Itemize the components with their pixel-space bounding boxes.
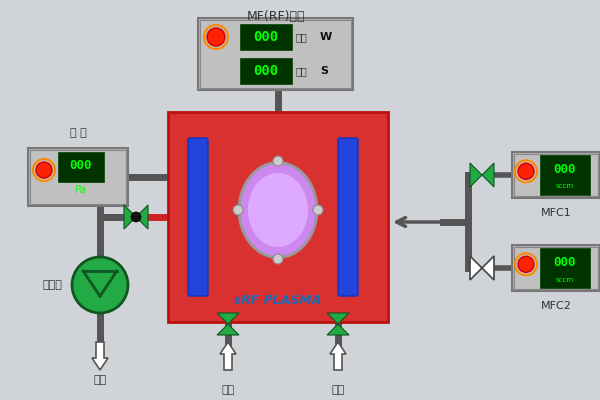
- FancyBboxPatch shape: [512, 152, 600, 198]
- Text: 功率: 功率: [296, 32, 308, 42]
- Circle shape: [313, 205, 323, 215]
- FancyBboxPatch shape: [540, 248, 590, 288]
- FancyBboxPatch shape: [240, 24, 292, 50]
- Circle shape: [233, 205, 243, 215]
- Text: S: S: [320, 66, 328, 76]
- Text: ɛRF PLASMA: ɛRF PLASMA: [235, 294, 322, 306]
- Circle shape: [273, 156, 283, 166]
- Text: 000: 000: [253, 30, 278, 44]
- Ellipse shape: [239, 162, 317, 258]
- FancyBboxPatch shape: [168, 112, 388, 322]
- FancyBboxPatch shape: [28, 148, 128, 206]
- Polygon shape: [220, 342, 236, 370]
- Polygon shape: [482, 256, 494, 280]
- FancyBboxPatch shape: [338, 138, 358, 296]
- Polygon shape: [330, 342, 346, 370]
- FancyBboxPatch shape: [240, 58, 292, 84]
- Polygon shape: [217, 324, 239, 335]
- Circle shape: [72, 257, 128, 313]
- Circle shape: [518, 256, 534, 272]
- Text: 大气: 大气: [221, 385, 235, 395]
- FancyBboxPatch shape: [512, 245, 600, 291]
- Text: MFC1: MFC1: [541, 208, 571, 218]
- Polygon shape: [327, 313, 349, 324]
- Text: 000: 000: [253, 64, 278, 78]
- Text: 大气: 大气: [94, 375, 107, 385]
- Polygon shape: [136, 205, 148, 229]
- Circle shape: [273, 254, 283, 264]
- FancyBboxPatch shape: [30, 150, 126, 204]
- Text: 000: 000: [70, 159, 92, 172]
- Polygon shape: [470, 256, 482, 280]
- Polygon shape: [124, 205, 136, 229]
- Circle shape: [36, 162, 52, 178]
- Text: MF(RF)电源: MF(RF)电源: [246, 10, 305, 23]
- Text: 真空泵: 真空泵: [42, 280, 62, 290]
- FancyBboxPatch shape: [514, 247, 598, 289]
- Circle shape: [207, 28, 225, 46]
- FancyBboxPatch shape: [200, 20, 351, 88]
- Text: sccm: sccm: [556, 276, 574, 282]
- FancyBboxPatch shape: [514, 154, 598, 196]
- Text: 000: 000: [554, 163, 576, 176]
- Text: 大气: 大气: [331, 385, 344, 395]
- Text: W: W: [320, 32, 332, 42]
- Ellipse shape: [248, 173, 308, 247]
- FancyBboxPatch shape: [198, 18, 353, 90]
- Polygon shape: [470, 163, 482, 187]
- Text: sccm: sccm: [556, 184, 574, 190]
- Text: 时间: 时间: [296, 66, 308, 76]
- FancyBboxPatch shape: [188, 138, 208, 296]
- Text: 压 力: 压 力: [70, 128, 86, 138]
- Text: MFC2: MFC2: [541, 301, 571, 311]
- FancyBboxPatch shape: [58, 152, 104, 182]
- Polygon shape: [327, 324, 349, 335]
- Polygon shape: [92, 342, 108, 370]
- Polygon shape: [482, 163, 494, 187]
- Polygon shape: [217, 313, 239, 324]
- Text: Pa: Pa: [75, 185, 87, 195]
- Circle shape: [518, 163, 534, 179]
- Text: 000: 000: [554, 256, 576, 269]
- FancyBboxPatch shape: [540, 155, 590, 195]
- Circle shape: [131, 212, 141, 222]
